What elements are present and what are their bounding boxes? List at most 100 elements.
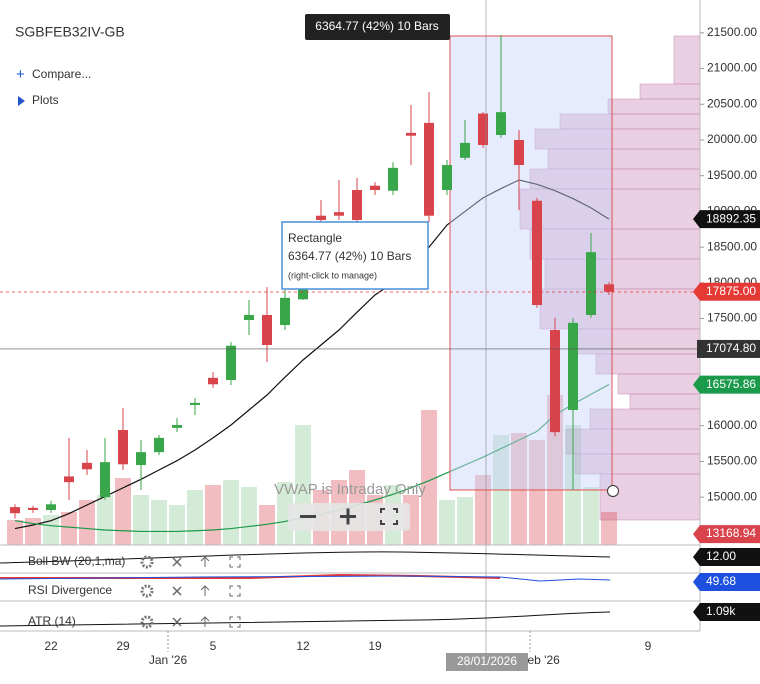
zoom-reset[interactable]: [380, 508, 398, 525]
plots-icon[interactable]: [18, 96, 25, 106]
price-label: 49.68: [706, 574, 736, 588]
crosshair-date-box: [446, 653, 528, 671]
y-tick-label: 21500.00: [707, 25, 757, 39]
candle-body: [424, 122, 434, 216]
indicator-up[interactable]: [200, 616, 210, 627]
x-tick-label: 22: [44, 639, 58, 653]
atr-line: [0, 611, 611, 627]
price-label-box: [693, 548, 760, 566]
candle-body: [568, 322, 578, 410]
price-label: 17875.00: [706, 284, 756, 298]
zoom-in[interactable]: [340, 508, 356, 525]
indicator-settings[interactable]: [140, 584, 154, 598]
price-label-box: [693, 375, 760, 394]
candle-body: [532, 200, 542, 305]
volume-bar: [475, 475, 491, 545]
candle-body: [100, 462, 110, 498]
plots[interactable]: Plots: [32, 93, 59, 107]
candle-body: [154, 437, 164, 453]
indicator-expand[interactable]: [229, 616, 241, 628]
y-tick-label: 21000.00: [707, 61, 757, 75]
candle-body: [478, 113, 488, 145]
y-tick-label: 17500.00: [707, 311, 757, 325]
axes: 15000.0015500.0016000.0016500.0017000.00…: [44, 25, 760, 671]
indicator-remove[interactable]: [172, 617, 182, 627]
candle-body: [136, 452, 146, 465]
volume-bar: [547, 395, 563, 545]
x-tick-label: 19: [368, 639, 382, 653]
volume-bar: [223, 480, 239, 545]
candle-body: [586, 252, 596, 315]
candle-body: [388, 167, 398, 191]
volume-bar: [241, 487, 257, 545]
candle-body: [10, 507, 20, 514]
x-tick-label: 12: [296, 639, 310, 653]
candle-body: [226, 345, 236, 380]
rectangle-tooltip: [281, 221, 429, 290]
volume-bar: [511, 433, 527, 545]
x-tick-label: 29: [116, 639, 130, 653]
indicator-name: RSI Divergence: [28, 583, 112, 597]
candle-body: [172, 425, 182, 428]
indicator-expand[interactable]: [229, 556, 241, 568]
volume-bar: [529, 440, 545, 545]
candle-body: [406, 132, 416, 136]
volume-bar: [205, 485, 221, 545]
y-tick-label: 15000.00: [707, 489, 757, 503]
candle-body: [496, 112, 506, 135]
volume-bar: [421, 410, 437, 545]
volume-bar: [169, 505, 185, 545]
price-label: 1.09k: [706, 604, 736, 618]
indicator-remove[interactable]: [172, 557, 182, 567]
candle-body: [118, 430, 128, 465]
zoom-out[interactable]: [300, 515, 316, 518]
rectangle-drawing[interactable]: [449, 35, 613, 491]
volume-bar: [439, 500, 455, 545]
rsi-line: [0, 575, 611, 582]
volume-bar: [61, 512, 77, 545]
indicator-settings[interactable]: [140, 555, 154, 569]
price-label: 16575.86: [706, 377, 756, 391]
measure-tooltip: [305, 14, 450, 40]
volume-profile: [519, 35, 701, 521]
candle-body: [244, 315, 254, 320]
volume-bar: [43, 515, 59, 545]
candle-body: [442, 165, 452, 190]
candle-body: [208, 377, 218, 385]
candle-body: [82, 462, 92, 470]
candle-body: [460, 142, 470, 158]
price-label-box: [693, 573, 760, 591]
volume-bar: [115, 478, 131, 545]
rectangle-handle[interactable]: [607, 485, 619, 497]
candle-body: [316, 215, 326, 220]
candle-body: [334, 212, 344, 216]
indicator-labels: Boll BW (20,1,ma) RSI Divergence ATR (14): [28, 554, 241, 629]
volume-bar: [25, 518, 41, 545]
boll-bw-line: [0, 551, 611, 564]
price-label-box: [693, 210, 760, 229]
volume-bar: [133, 495, 149, 545]
indicator-expand[interactable]: [229, 585, 241, 597]
candle-body: [370, 185, 380, 190]
indicator-remove[interactable]: [172, 586, 182, 596]
crosshair-price-box: [697, 339, 760, 358]
indicator-name: ATR (14): [28, 614, 76, 628]
y-tick-label: 18500.00: [707, 239, 757, 253]
compare-icon[interactable]: +: [16, 66, 25, 83]
x-extra-label: 9: [645, 639, 652, 653]
symbol: SGBFEB32IV-GB: [15, 24, 125, 40]
indicator-up[interactable]: [200, 556, 210, 567]
vwap-notice: VWAP is Intraday Only: [274, 481, 426, 498]
candle-body: [262, 315, 272, 345]
y-tick-label: 20000.00: [707, 132, 757, 146]
y-tick-label: 16000.00: [707, 418, 757, 432]
candle-body: [604, 284, 614, 292]
crosshair-date: 28/01/2026: [457, 654, 517, 668]
rectangle-title: Rectangle: [288, 231, 342, 245]
compare[interactable]: Compare...: [32, 67, 91, 81]
y-tick-label: 15500.00: [707, 454, 757, 468]
indicator-name: Boll BW (20,1,ma): [28, 554, 125, 568]
x-tick-label: 5: [210, 639, 217, 653]
indicator-settings[interactable]: [140, 615, 154, 629]
indicator-up[interactable]: [200, 585, 210, 596]
